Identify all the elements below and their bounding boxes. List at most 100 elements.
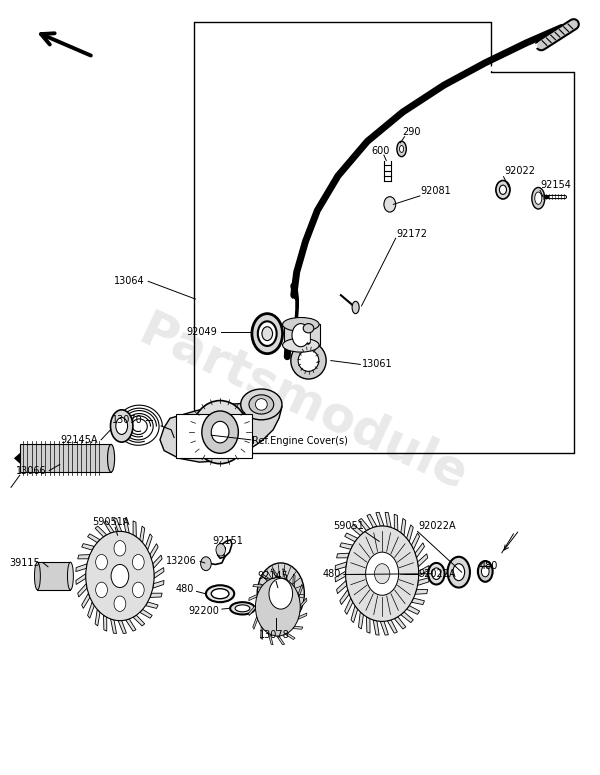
Polygon shape (351, 525, 364, 536)
Text: 92049: 92049 (187, 327, 217, 337)
Polygon shape (76, 564, 87, 571)
Polygon shape (351, 605, 358, 622)
Ellipse shape (202, 411, 238, 453)
Text: 13078: 13078 (259, 630, 290, 640)
Polygon shape (268, 633, 273, 645)
Polygon shape (412, 598, 424, 605)
Text: 92081: 92081 (421, 185, 451, 195)
Polygon shape (394, 617, 406, 629)
Ellipse shape (256, 398, 267, 410)
Text: 59051: 59051 (333, 521, 364, 531)
Polygon shape (376, 512, 384, 526)
Ellipse shape (453, 563, 464, 580)
Polygon shape (298, 584, 303, 597)
Polygon shape (335, 571, 346, 582)
Polygon shape (113, 518, 122, 532)
Polygon shape (154, 567, 164, 578)
Ellipse shape (211, 422, 229, 443)
Circle shape (133, 554, 144, 570)
Text: 92022: 92022 (504, 167, 535, 176)
Polygon shape (260, 626, 263, 639)
Text: 92151: 92151 (212, 536, 243, 546)
Polygon shape (412, 533, 419, 549)
Bar (37, 562, 70, 590)
Ellipse shape (116, 418, 128, 435)
Ellipse shape (230, 602, 255, 615)
Circle shape (257, 563, 304, 625)
Ellipse shape (262, 327, 272, 340)
Polygon shape (367, 617, 370, 633)
Polygon shape (401, 518, 406, 536)
Ellipse shape (258, 322, 277, 346)
Ellipse shape (206, 585, 234, 602)
Polygon shape (419, 566, 429, 576)
Polygon shape (82, 593, 90, 608)
Polygon shape (145, 534, 152, 550)
Polygon shape (394, 515, 398, 531)
Circle shape (133, 582, 144, 598)
Polygon shape (300, 598, 307, 608)
Polygon shape (249, 594, 257, 601)
Circle shape (111, 564, 129, 587)
Ellipse shape (496, 181, 510, 199)
Text: 13206: 13206 (166, 556, 197, 566)
Polygon shape (284, 325, 320, 345)
Circle shape (269, 578, 293, 609)
Polygon shape (160, 403, 282, 462)
Polygon shape (76, 574, 86, 584)
Ellipse shape (535, 192, 542, 205)
Polygon shape (388, 620, 397, 633)
Ellipse shape (283, 338, 319, 352)
Polygon shape (140, 609, 152, 618)
Ellipse shape (292, 324, 310, 346)
Polygon shape (340, 590, 349, 604)
Polygon shape (401, 612, 413, 622)
Ellipse shape (532, 188, 545, 209)
Polygon shape (380, 622, 388, 636)
Text: Partsmodule: Partsmodule (131, 306, 474, 500)
Polygon shape (358, 612, 364, 629)
Ellipse shape (352, 301, 359, 314)
Ellipse shape (397, 141, 406, 157)
Circle shape (365, 552, 398, 595)
Polygon shape (88, 534, 100, 542)
Text: 480: 480 (479, 561, 498, 571)
Polygon shape (407, 525, 413, 542)
Polygon shape (88, 602, 94, 618)
Polygon shape (271, 569, 279, 577)
Polygon shape (344, 598, 353, 615)
Text: 13070: 13070 (112, 415, 142, 425)
Polygon shape (78, 584, 87, 597)
Polygon shape (260, 574, 271, 580)
Ellipse shape (235, 604, 250, 611)
Ellipse shape (428, 563, 445, 584)
Text: 480: 480 (323, 570, 341, 580)
Polygon shape (140, 526, 145, 542)
Text: Ref.Engine Cover(s): Ref.Engine Cover(s) (253, 436, 349, 446)
Text: 13061: 13061 (362, 360, 392, 370)
Ellipse shape (107, 444, 115, 472)
Polygon shape (150, 593, 162, 598)
Ellipse shape (291, 342, 326, 379)
Ellipse shape (448, 556, 470, 587)
Text: 600: 600 (371, 146, 389, 156)
Polygon shape (126, 619, 136, 631)
Polygon shape (337, 580, 347, 594)
Polygon shape (418, 554, 428, 567)
Polygon shape (110, 619, 116, 633)
Ellipse shape (241, 389, 282, 420)
Text: 92022A: 92022A (419, 521, 456, 531)
Polygon shape (415, 542, 424, 558)
Bar (20, 444, 111, 472)
Polygon shape (418, 577, 429, 585)
Circle shape (86, 532, 154, 621)
Ellipse shape (303, 324, 314, 333)
Ellipse shape (499, 185, 506, 195)
Polygon shape (249, 605, 256, 615)
Text: 92154: 92154 (540, 180, 571, 190)
Text: 13066: 13066 (16, 466, 46, 476)
Text: 92200: 92200 (188, 605, 219, 615)
Polygon shape (385, 512, 391, 528)
Circle shape (114, 596, 126, 611)
Ellipse shape (34, 562, 40, 590)
